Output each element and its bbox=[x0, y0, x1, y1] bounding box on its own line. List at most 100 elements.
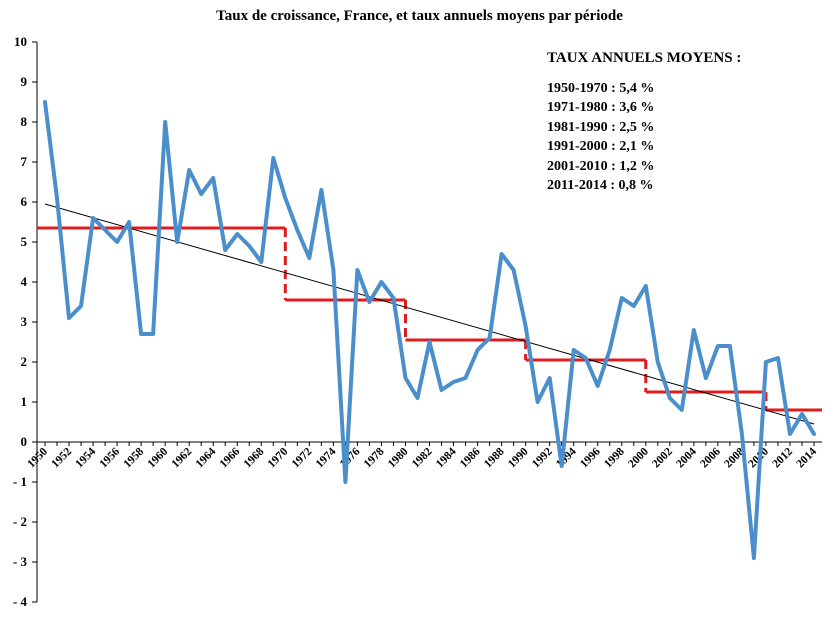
data-point bbox=[283, 196, 287, 200]
data-point bbox=[175, 240, 179, 244]
data-point bbox=[331, 268, 335, 272]
data-point bbox=[247, 244, 251, 248]
y-tick-label: 8 bbox=[21, 114, 28, 129]
x-tick-label: 1960 bbox=[146, 445, 171, 470]
data-point bbox=[440, 388, 444, 392]
data-point bbox=[500, 252, 504, 256]
data-point bbox=[776, 356, 780, 360]
legend-heading: TAUX ANNUELS MOYENS : bbox=[547, 50, 742, 66]
x-tick-label: 1974 bbox=[314, 445, 339, 470]
data-point bbox=[127, 220, 131, 224]
chart-title: Taux de croissance, France, et taux annu… bbox=[216, 8, 623, 24]
x-tick-label: 1990 bbox=[506, 445, 531, 470]
data-point bbox=[488, 336, 492, 340]
legend-entry: 2001-2010 : 1,2 % bbox=[547, 158, 655, 174]
x-tick-label: 1996 bbox=[578, 445, 603, 470]
data-point bbox=[43, 100, 47, 104]
y-tick-label: 3 bbox=[21, 314, 28, 329]
x-tick-label: 1950 bbox=[25, 445, 50, 470]
x-tick-label: 1980 bbox=[386, 445, 411, 470]
data-point bbox=[307, 256, 311, 260]
data-point bbox=[79, 304, 83, 308]
data-point bbox=[415, 396, 419, 400]
x-tick-label: 2004 bbox=[674, 445, 699, 470]
x-tick-label: 2012 bbox=[770, 445, 795, 470]
y-tick-label: - 2 bbox=[13, 514, 27, 529]
data-point bbox=[608, 348, 612, 352]
x-tick-label: 2002 bbox=[650, 445, 675, 470]
data-point bbox=[620, 296, 624, 300]
legend-entry: 1981-1990 : 2,5 % bbox=[547, 119, 655, 135]
data-point bbox=[379, 280, 383, 284]
data-point bbox=[668, 396, 672, 400]
x-tick-label: 2000 bbox=[626, 445, 651, 470]
data-point bbox=[788, 432, 792, 436]
x-tick-label: 1968 bbox=[242, 445, 267, 470]
data-point bbox=[512, 268, 516, 272]
data-point bbox=[740, 432, 744, 436]
legend-entry: 1971-1980 : 3,6 % bbox=[547, 100, 655, 116]
data-point bbox=[55, 196, 59, 200]
data-point bbox=[800, 412, 804, 416]
x-tick-label: 1998 bbox=[602, 445, 627, 470]
data-point bbox=[271, 156, 275, 160]
x-tick-label: 1978 bbox=[362, 445, 387, 470]
x-tick-label: 1954 bbox=[73, 445, 98, 470]
data-point bbox=[476, 348, 480, 352]
data-point bbox=[464, 376, 468, 380]
y-tick-label: - 3 bbox=[13, 554, 28, 569]
data-point bbox=[223, 248, 227, 252]
legend-entry: 1991-2000 : 2,1 % bbox=[547, 139, 655, 155]
data-point bbox=[656, 360, 660, 364]
y-tick-label: - 1 bbox=[13, 474, 27, 489]
x-tick-label: 1992 bbox=[530, 445, 555, 470]
data-point bbox=[403, 376, 407, 380]
data-point bbox=[139, 332, 143, 336]
data-point bbox=[728, 344, 732, 348]
x-tick-label: 1966 bbox=[218, 445, 243, 470]
data-point bbox=[536, 400, 540, 404]
legend-entry: 2011-2014 : 0,8 % bbox=[547, 178, 654, 194]
y-tick-label: 1 bbox=[21, 394, 28, 409]
data-point bbox=[644, 284, 648, 288]
data-point bbox=[355, 268, 359, 272]
x-tick-label: 1988 bbox=[482, 445, 507, 470]
y-tick-label: 5 bbox=[21, 234, 28, 249]
data-point bbox=[367, 300, 371, 304]
x-tick-label: 1962 bbox=[170, 445, 195, 470]
data-point bbox=[187, 168, 191, 172]
x-tick-label: 1956 bbox=[97, 445, 122, 470]
y-tick-label: 7 bbox=[21, 154, 28, 169]
data-point bbox=[584, 356, 588, 360]
x-tick-label: 1982 bbox=[410, 445, 435, 470]
y-tick-label: 9 bbox=[21, 74, 28, 89]
data-point bbox=[704, 376, 708, 380]
data-point bbox=[259, 260, 263, 264]
x-tick-label: 1964 bbox=[194, 445, 219, 470]
data-point bbox=[319, 188, 323, 192]
data-point bbox=[752, 556, 756, 560]
data-point bbox=[295, 228, 299, 232]
data-point bbox=[163, 120, 167, 124]
data-point bbox=[199, 192, 203, 196]
data-point bbox=[716, 344, 720, 348]
y-tick-label: - 4 bbox=[13, 594, 28, 609]
data-point bbox=[91, 216, 95, 220]
data-point bbox=[524, 324, 528, 328]
x-tick-label: 1976 bbox=[338, 445, 363, 470]
data-point bbox=[572, 348, 576, 352]
data-point bbox=[343, 480, 347, 484]
y-tick-label: 6 bbox=[21, 194, 28, 209]
x-tick-label: 2014 bbox=[794, 445, 819, 470]
data-point bbox=[103, 228, 107, 232]
legend-entry: 1950-1970 : 5,4 % bbox=[547, 81, 655, 96]
data-point bbox=[428, 340, 431, 344]
data-point bbox=[115, 240, 119, 244]
x-tick-label: 1986 bbox=[458, 445, 483, 470]
data-point bbox=[560, 464, 564, 468]
data-point bbox=[548, 376, 552, 380]
y-tick-label: 2 bbox=[21, 354, 28, 369]
x-tick-label: 1970 bbox=[266, 445, 291, 470]
